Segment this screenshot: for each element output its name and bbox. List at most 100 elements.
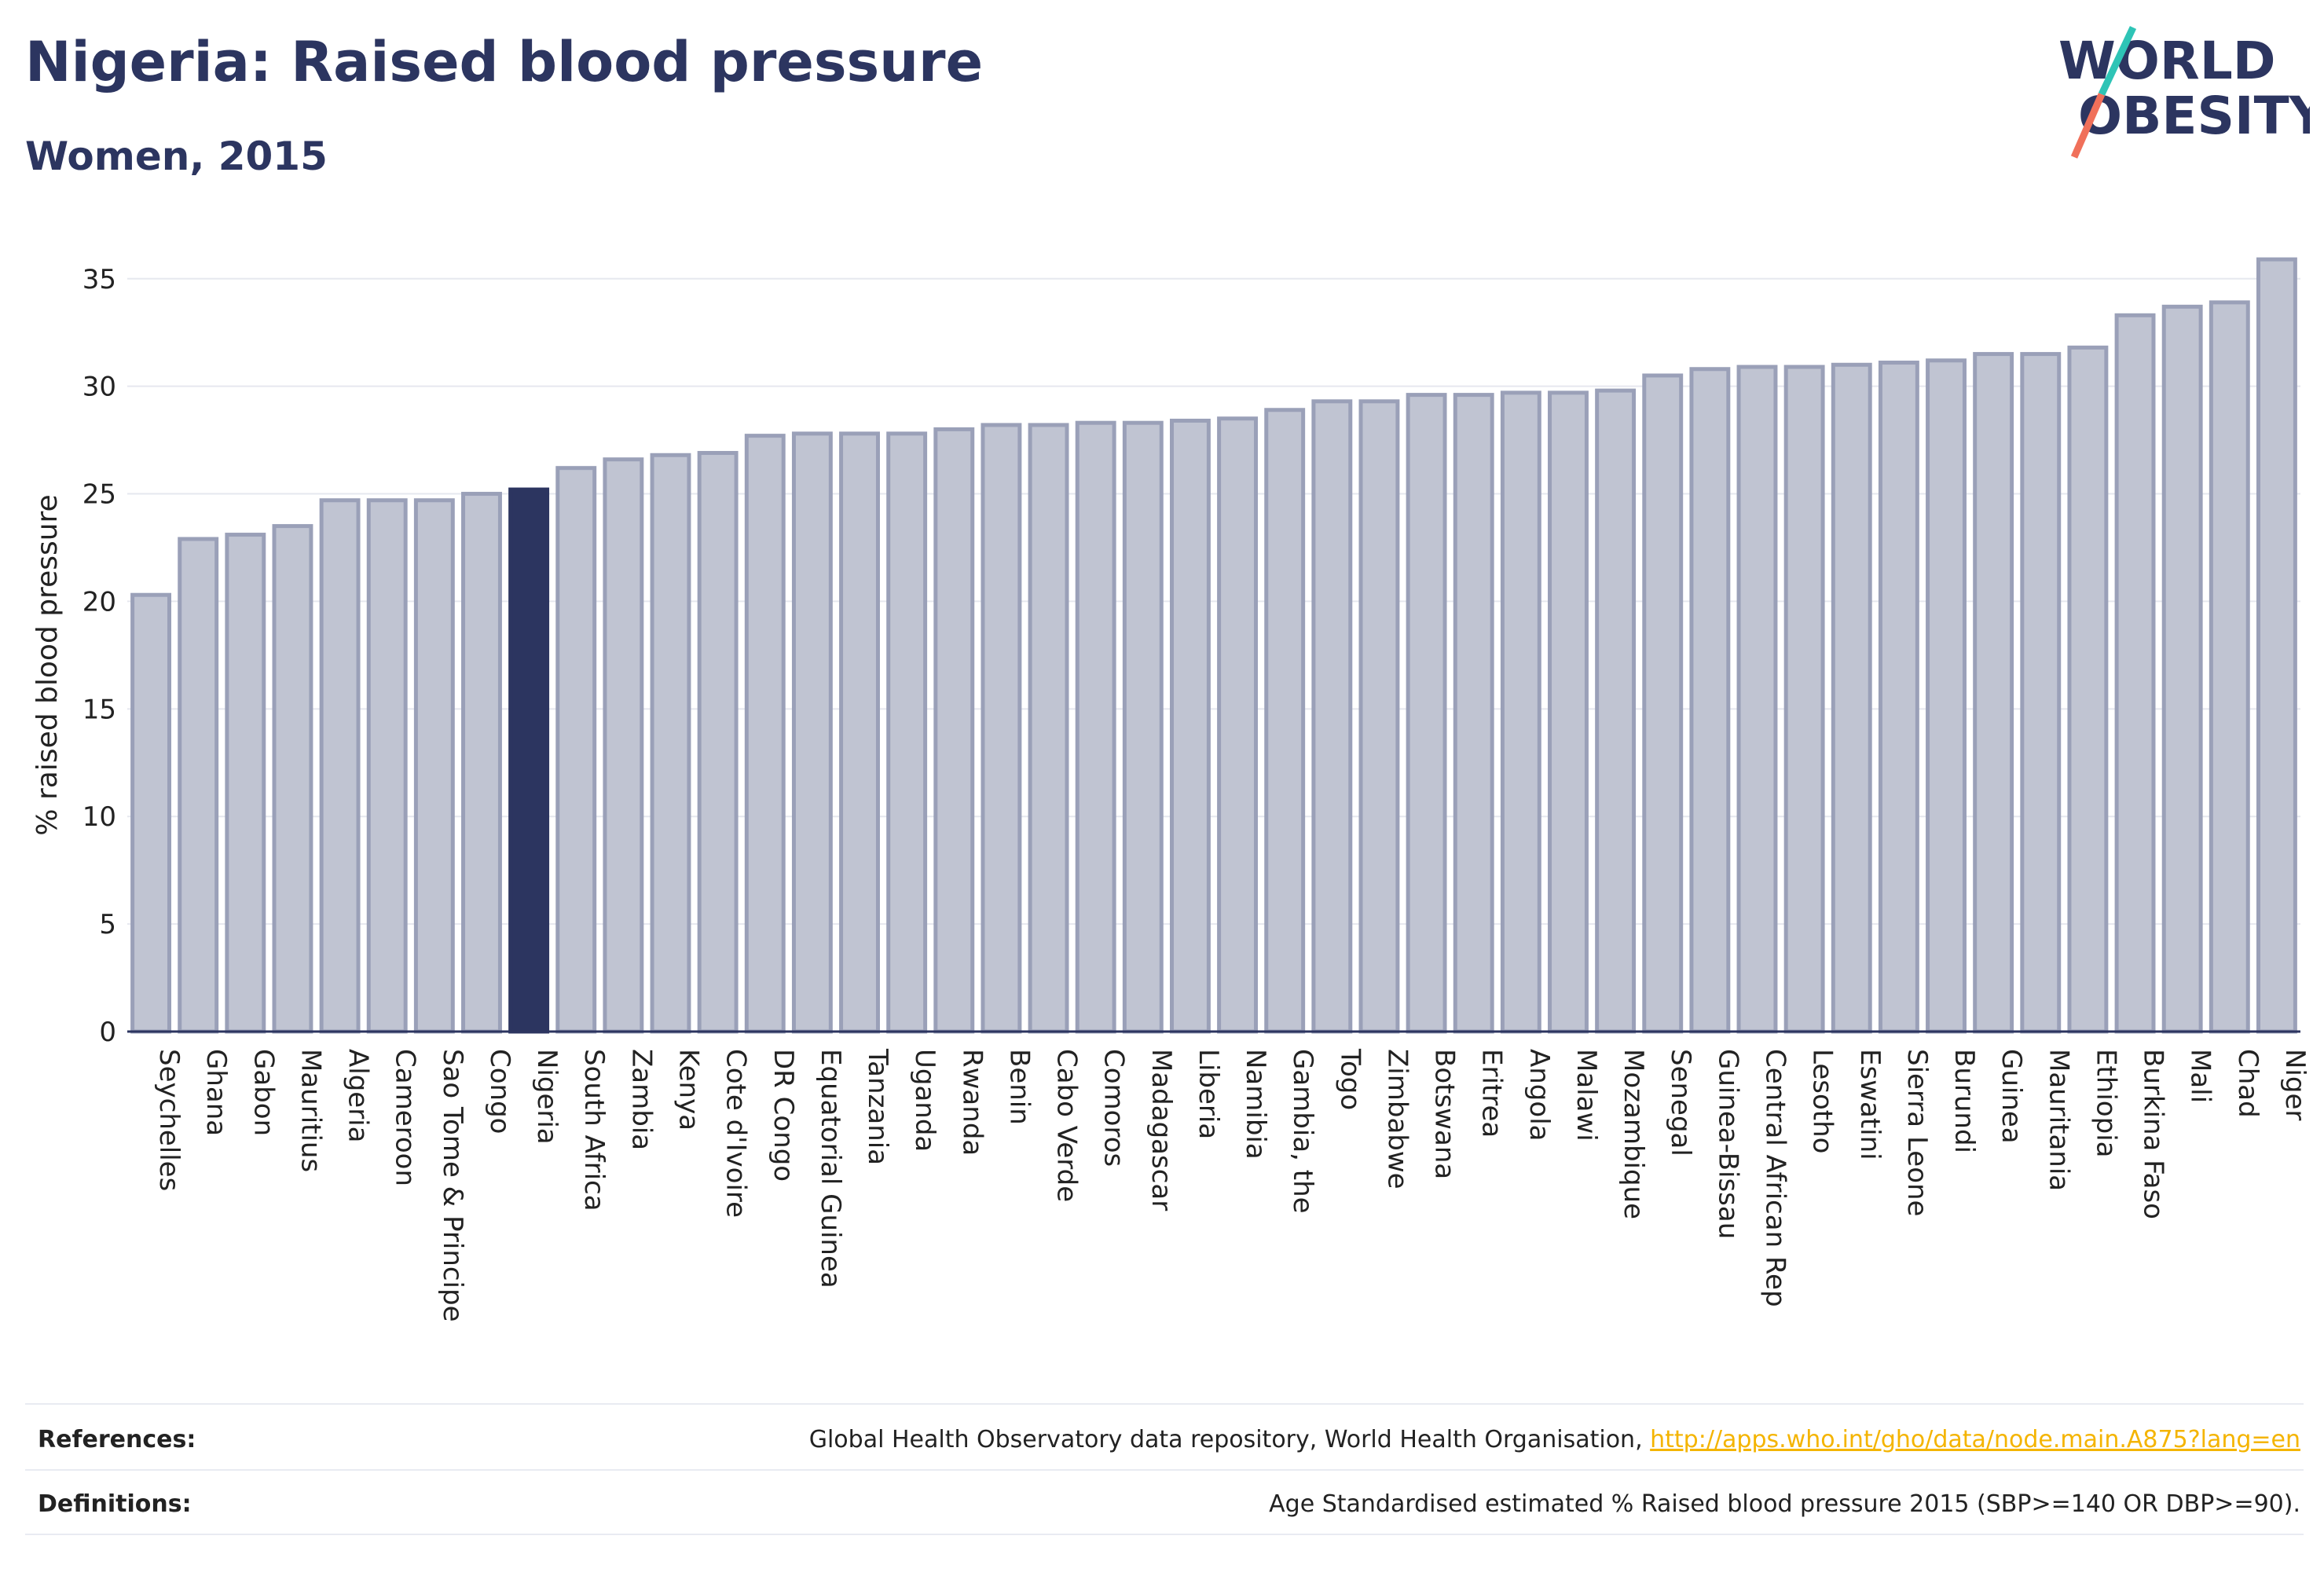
bar-niger: [2256, 257, 2297, 1034]
x-tick-label: Namibia: [1240, 1049, 1271, 1160]
bar-benin: [981, 423, 1022, 1034]
x-tick-label: Zimbabwe: [1381, 1049, 1413, 1189]
x-tick-label: Zambia: [625, 1049, 657, 1150]
bar-central-african-rep: [1736, 365, 1778, 1034]
bar-mauritania: [2020, 352, 2062, 1034]
x-tick-label: Cabo Verde: [1051, 1049, 1083, 1202]
bar-kenya: [650, 453, 691, 1034]
x-tick-label: Chad: [2232, 1049, 2264, 1118]
logo-slash-bottom: [2070, 93, 2106, 159]
x-tick-label: Ethiopia: [2090, 1049, 2121, 1157]
bar-gabon: [225, 533, 266, 1034]
y-axis-ticks: 0 5 10 15 20 25 30 35: [82, 264, 116, 1048]
bar-congo: [461, 492, 502, 1034]
x-tick-label: Benin: [1003, 1049, 1035, 1125]
x-tick-label: Cameroon: [390, 1049, 421, 1186]
x-tick-label: Mauritania: [2043, 1049, 2074, 1191]
bar-angola: [1500, 390, 1541, 1034]
bar-uganda: [886, 431, 928, 1034]
bar-equatorial-guinea: [791, 431, 833, 1034]
x-tick-label: Sierra Leone: [1901, 1049, 1933, 1216]
y-tick-label: 15: [82, 694, 116, 725]
x-axis-labels: Seychelles Ghana Gabon Mauritius Algeria Came…: [153, 1048, 2311, 1322]
y-tick-label: 30: [82, 372, 116, 403]
bar-botswana: [1406, 393, 1447, 1034]
bar-lesotho: [1783, 365, 1825, 1034]
x-tick-label: Central African Rep: [1760, 1049, 1791, 1307]
bar-zimbabwe: [1358, 399, 1400, 1034]
y-tick-label: 5: [99, 909, 116, 940]
x-tick-label: Comoros: [1098, 1049, 1130, 1167]
bar-cabo-verde: [1028, 423, 1069, 1034]
world-obesity-logo: WORLD OBESITY: [2058, 26, 2310, 159]
x-tick-label: Malawi: [1571, 1049, 1602, 1142]
x-tick-label: Ghana: [200, 1049, 232, 1136]
bar-dr-congo: [744, 434, 786, 1034]
y-tick-label: 0: [99, 1017, 116, 1048]
x-tick-label: Liberia: [1193, 1049, 1224, 1139]
x-tick-label: Madagascar: [1146, 1049, 1177, 1211]
bar-sao-tome-principe: [413, 498, 455, 1034]
bar-tanzania: [839, 431, 880, 1034]
bar-mozambique: [1595, 388, 1637, 1034]
x-tick-label: Seychelles: [153, 1049, 185, 1191]
definitions-label: Definitions:: [38, 1490, 192, 1518]
bar-cote-d-ivoire: [697, 451, 739, 1034]
x-tick-label: Lesotho: [1807, 1049, 1838, 1153]
x-tick-label: Angola: [1523, 1049, 1555, 1141]
references-link[interactable]: http://apps.who.int/gho/data/node.main.A…: [1650, 1426, 2300, 1453]
x-tick-label: Congo: [484, 1049, 515, 1134]
bar-mauritius: [272, 524, 313, 1034]
references-text: Global Health Observatory data repositor…: [809, 1426, 2300, 1453]
x-tick-label: Eswatini: [1854, 1049, 1886, 1160]
x-tick-label: Nigeria: [531, 1049, 563, 1145]
bar-seychelles: [130, 592, 172, 1034]
x-tick-label: Kenya: [673, 1049, 705, 1131]
x-tick-label: Equatorial Guinea: [815, 1049, 846, 1288]
bar-sierra-leone: [1878, 361, 1919, 1034]
x-tick-label: Eritrea: [1476, 1049, 1508, 1138]
page-subtitle: Women, 2015: [25, 134, 328, 179]
x-tick-label: Uganda: [909, 1049, 940, 1152]
chart-bars: [130, 257, 2297, 1034]
x-tick-label: Guinea-Bissau: [1712, 1049, 1743, 1239]
x-tick-label: Gambia, the: [1287, 1049, 1318, 1214]
bar-mali: [2161, 304, 2203, 1034]
x-tick-label: Rwanda: [956, 1049, 988, 1156]
bar-guinea: [1973, 352, 2014, 1034]
bar-comoros: [1075, 420, 1116, 1034]
logo-line2: OBESITY: [2078, 86, 2310, 146]
footer-divider-middle: [25, 1469, 2304, 1471]
footer-divider-bottom: [25, 1534, 2304, 1535]
x-tick-label: Burundi: [1948, 1049, 1980, 1153]
bar-eswatini: [1831, 362, 1872, 1034]
bar-ghana: [178, 537, 219, 1034]
y-tick-label: 25: [82, 479, 116, 511]
y-tick-label: 35: [82, 264, 116, 295]
bar-namibia: [1217, 416, 1259, 1034]
bar-rwanda: [933, 427, 975, 1034]
logo-slash-top: [2098, 26, 2137, 96]
bar-algeria: [319, 498, 361, 1034]
definitions-text: Age Standardised estimated % Raised bloo…: [1269, 1490, 2300, 1518]
y-tick-label: 20: [82, 586, 116, 618]
bar-burundi: [1926, 358, 1967, 1034]
y-tick-label: 10: [82, 801, 116, 833]
bar-cameroon: [366, 498, 408, 1034]
x-tick-label: Gabon: [247, 1049, 279, 1136]
x-tick-label: Togo: [1334, 1048, 1365, 1110]
bar-togo: [1311, 399, 1353, 1034]
x-tick-label: Algeria: [343, 1049, 374, 1142]
bar-chart: 0 5 10 15 20 25 30 35 Seychelles Ghana Gabon Mauri…: [31, 257, 2311, 1322]
x-tick-label: Senegal: [1665, 1049, 1696, 1156]
bar-zambia: [603, 457, 644, 1034]
bar-chad: [2209, 300, 2250, 1034]
footer-divider-top: [25, 1403, 2304, 1405]
bar-senegal: [1642, 373, 1684, 1034]
bar-madagascar: [1122, 420, 1164, 1034]
bar-nigeria: [508, 487, 550, 1034]
references-label: References:: [38, 1426, 196, 1453]
bar-burkina-faso: [2114, 313, 2156, 1034]
page-title: Nigeria: Raised blood pressure: [25, 30, 984, 94]
x-tick-label: South Africa: [578, 1049, 610, 1211]
